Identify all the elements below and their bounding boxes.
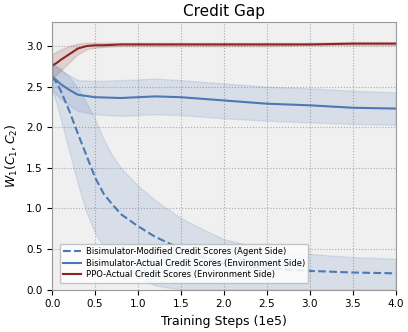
Bisimulator-Actual Credit Scores (Environment Side): [54, 78, 59, 82]
Bisimulator-Modified Credit Scores (Agent Side): [58, 89, 63, 93]
PPO-Actual Credit Scores (Environment Side): [58, 58, 63, 62]
Bisimulator-Actual Credit Scores (Environment Side): [393, 107, 398, 111]
Bisimulator-Modified Credit Scores (Agent Side): [135, 224, 140, 228]
Bisimulator-Modified Credit Scores (Agent Side): [393, 271, 398, 275]
PPO-Actual Credit Scores (Environment Side): [222, 42, 226, 46]
PPO-Actual Credit Scores (Environment Side): [307, 42, 312, 46]
Bisimulator-Modified Credit Scores (Agent Side): [264, 267, 269, 271]
Bisimulator-Modified Credit Scores (Agent Side): [118, 212, 123, 216]
Line: Bisimulator-Modified Credit Scores (Agent Side): Bisimulator-Modified Credit Scores (Agen…: [52, 77, 396, 273]
Bisimulator-Actual Credit Scores (Environment Side): [135, 95, 140, 99]
PPO-Actual Credit Scores (Environment Side): [350, 42, 355, 45]
Bisimulator-Actual Credit Scores (Environment Side): [153, 94, 157, 98]
Bisimulator-Actual Credit Scores (Environment Side): [58, 82, 63, 86]
Line: Bisimulator-Actual Credit Scores (Environment Side): Bisimulator-Actual Credit Scores (Enviro…: [52, 77, 396, 109]
PPO-Actual Credit Scores (Environment Side): [67, 52, 72, 56]
Bisimulator-Modified Credit Scores (Agent Side): [153, 235, 157, 239]
Bisimulator-Modified Credit Scores (Agent Side): [307, 269, 312, 273]
PPO-Actual Credit Scores (Environment Side): [179, 42, 184, 46]
Bisimulator-Actual Credit Scores (Environment Side): [93, 95, 98, 99]
Bisimulator-Actual Credit Scores (Environment Side): [264, 102, 269, 106]
Title: Credit Gap: Credit Gap: [183, 4, 265, 19]
Bisimulator-Modified Credit Scores (Agent Side): [179, 247, 184, 251]
Bisimulator-Actual Credit Scores (Environment Side): [67, 88, 72, 92]
Bisimulator-Modified Credit Scores (Agent Side): [350, 271, 355, 275]
Bisimulator-Modified Credit Scores (Agent Side): [84, 154, 89, 158]
PPO-Actual Credit Scores (Environment Side): [264, 42, 269, 46]
PPO-Actual Credit Scores (Environment Side): [393, 42, 398, 45]
PPO-Actual Credit Scores (Environment Side): [50, 63, 55, 67]
Bisimulator-Modified Credit Scores (Agent Side): [67, 109, 72, 113]
Bisimulator-Actual Credit Scores (Environment Side): [307, 103, 312, 107]
Bisimulator-Modified Credit Scores (Agent Side): [222, 262, 226, 266]
Bisimulator-Actual Credit Scores (Environment Side): [50, 75, 55, 79]
Bisimulator-Modified Credit Scores (Agent Side): [93, 176, 98, 180]
Legend: Bisimulator-Modified Credit Scores (Agent Side), Bisimulator-Actual Credit Score: Bisimulator-Modified Credit Scores (Agen…: [60, 244, 308, 283]
Bisimulator-Actual Credit Scores (Environment Side): [350, 106, 355, 110]
Bisimulator-Modified Credit Scores (Agent Side): [204, 257, 209, 261]
PPO-Actual Credit Scores (Environment Side): [118, 42, 123, 46]
Bisimulator-Modified Credit Scores (Agent Side): [110, 202, 115, 206]
PPO-Actual Credit Scores (Environment Side): [84, 44, 89, 48]
Bisimulator-Modified Credit Scores (Agent Side): [101, 192, 106, 196]
Bisimulator-Actual Credit Scores (Environment Side): [118, 96, 123, 100]
Bisimulator-Modified Credit Scores (Agent Side): [75, 132, 80, 136]
Bisimulator-Actual Credit Scores (Environment Side): [179, 95, 184, 99]
Bisimulator-Modified Credit Scores (Agent Side): [54, 81, 59, 85]
PPO-Actual Credit Scores (Environment Side): [135, 42, 140, 46]
Y-axis label: $W_1(C_1, C_2)$: $W_1(C_1, C_2)$: [4, 123, 20, 188]
Line: PPO-Actual Credit Scores (Environment Side): PPO-Actual Credit Scores (Environment Si…: [52, 43, 396, 65]
PPO-Actual Credit Scores (Environment Side): [75, 46, 80, 50]
Bisimulator-Modified Credit Scores (Agent Side): [50, 75, 55, 79]
Bisimulator-Actual Credit Scores (Environment Side): [75, 93, 80, 97]
PPO-Actual Credit Scores (Environment Side): [93, 43, 98, 47]
PPO-Actual Credit Scores (Environment Side): [101, 43, 106, 47]
X-axis label: Training Steps (1e5): Training Steps (1e5): [161, 315, 287, 328]
Bisimulator-Actual Credit Scores (Environment Side): [222, 99, 226, 103]
PPO-Actual Credit Scores (Environment Side): [54, 61, 59, 65]
